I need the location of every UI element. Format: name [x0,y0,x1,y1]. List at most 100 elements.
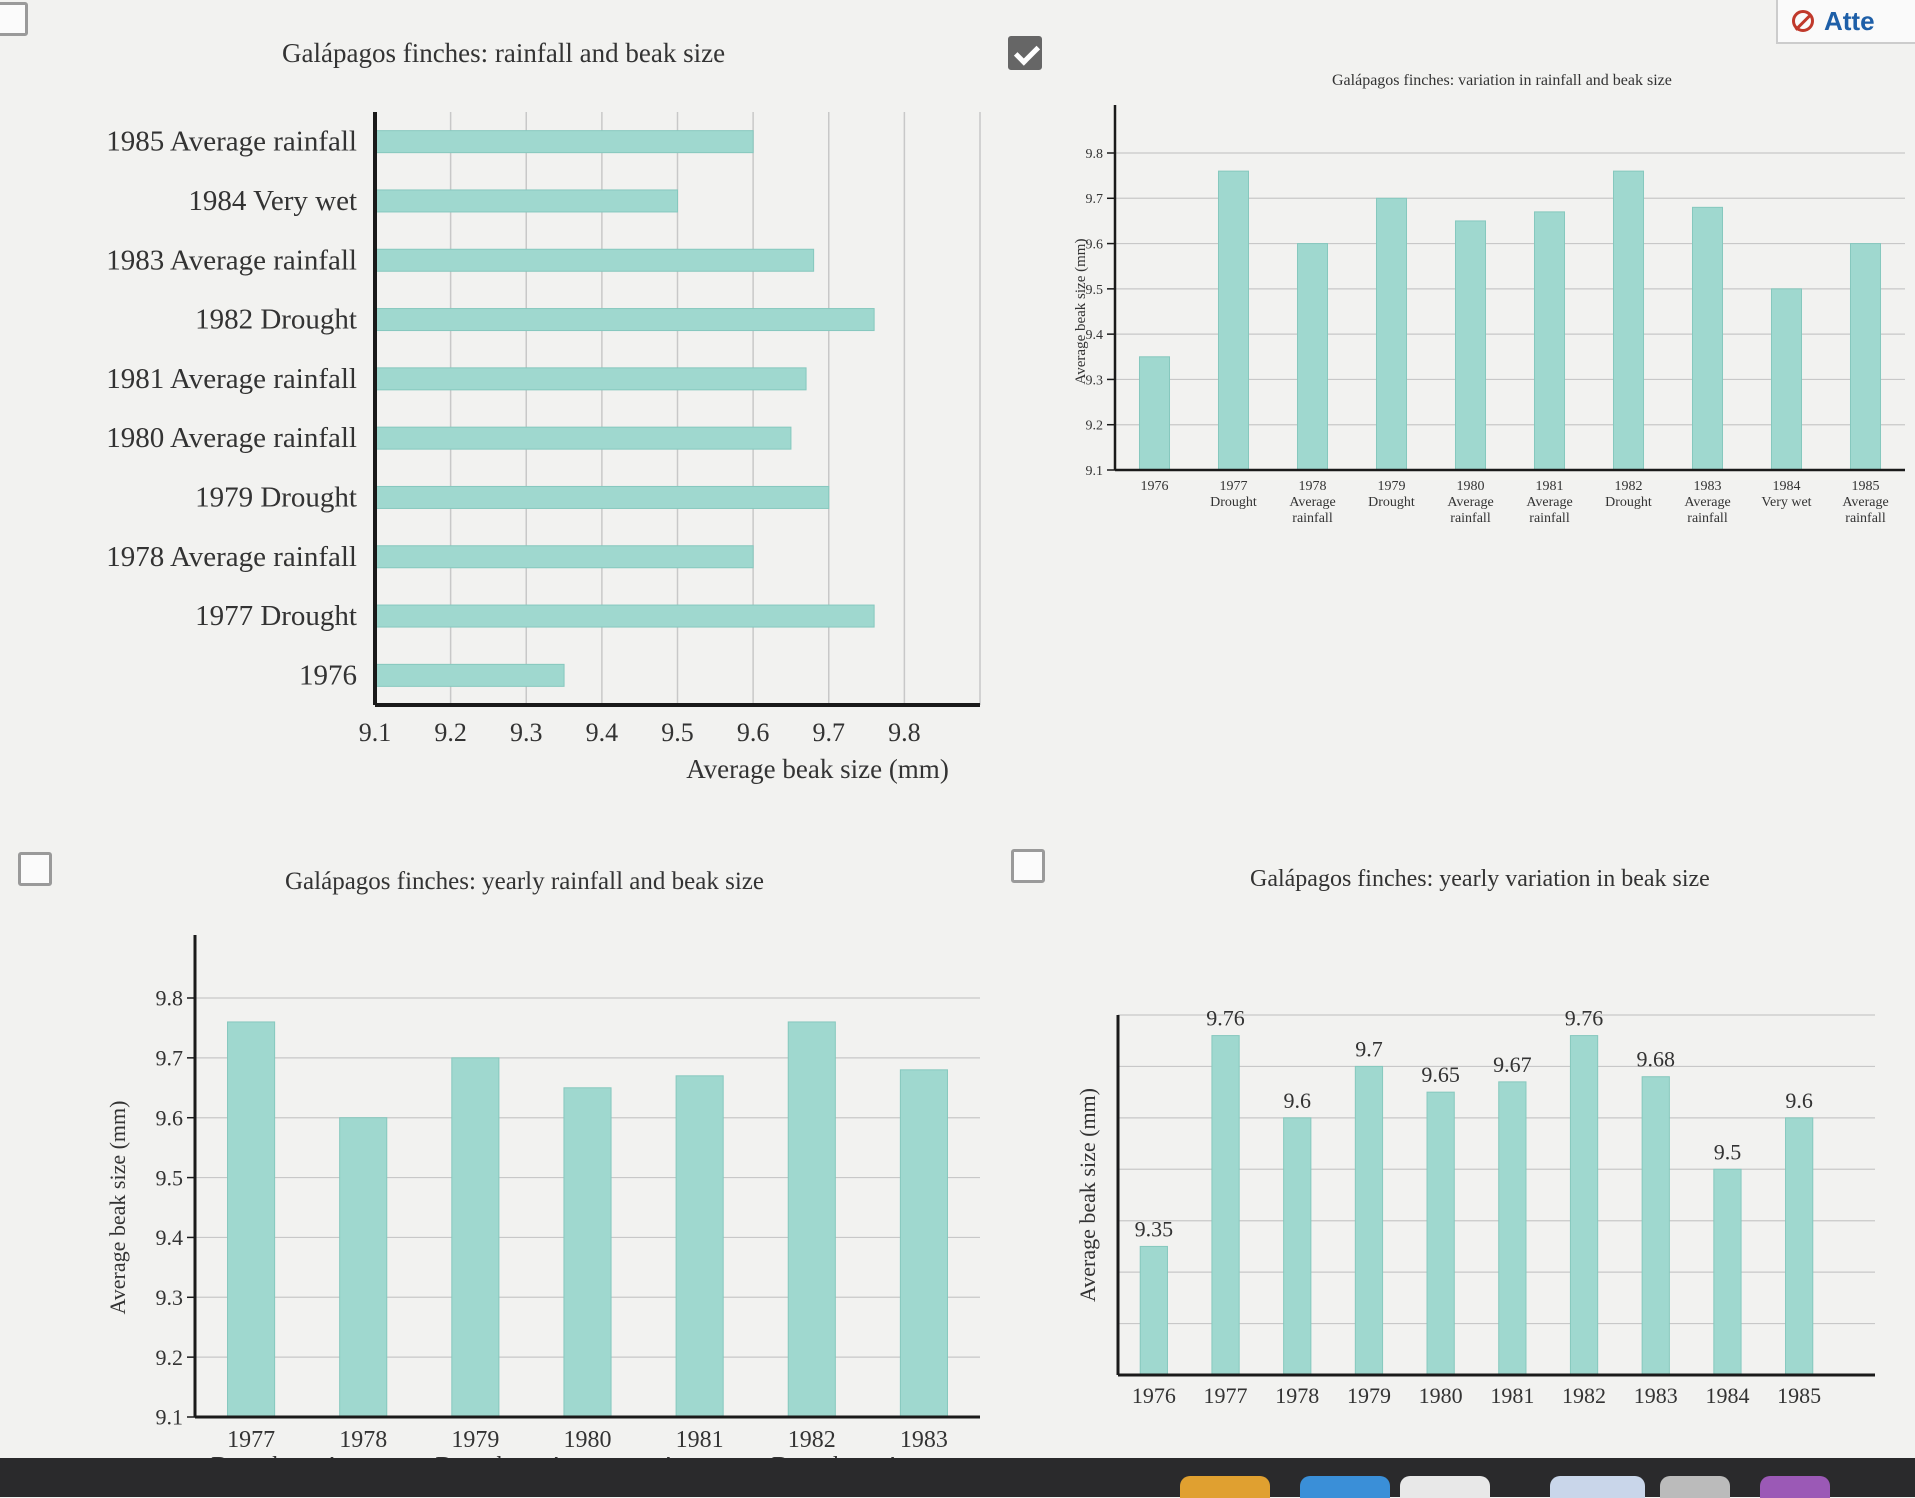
bar [374,248,815,272]
data-label: 9.35 [1135,1216,1174,1241]
y-tick-label: 9.7 [156,1046,184,1071]
bar [1691,206,1724,471]
data-label: 9.7 [1355,1036,1383,1061]
x-category-label: rainfall [1845,511,1886,526]
bar [1283,1117,1312,1376]
bar [374,130,754,154]
x-category-label: 1979 [451,1427,499,1453]
option-checkbox-top[interactable] [0,2,28,36]
chart3-bar: 9.19.29.39.49.59.69.79.81977Drought1978A… [105,935,980,1479]
x-category-label: 1983 [1634,1383,1678,1408]
y-tick-label: 9.2 [1086,419,1104,434]
x-category-label: Drought [1605,495,1652,510]
y-tick-label: 9.8 [1086,147,1104,162]
y-tick-label: 9.6 [156,1105,184,1130]
x-tick-label: 9.4 [586,718,619,747]
bar [1296,243,1329,471]
y-category-label: 1981 Average rainfall [106,363,357,395]
x-category-label: Average [1526,495,1572,510]
no-entry-icon [1792,10,1814,32]
chart3-title: Galápagos finches: yearly rainfall and b… [285,868,764,895]
y-tick-label: 9.2 [156,1345,184,1370]
x-category-label: 1980 [1419,1383,1463,1408]
bar [374,189,678,213]
y-tick-label: 9.8 [156,986,184,1011]
attempt-label: Atte [1824,5,1875,36]
option-checkbox-2[interactable] [1008,36,1042,70]
dock-app-5[interactable] [1660,1476,1730,1498]
x-category-label: 1984 [1773,479,1801,494]
x-category-label: 1980 [564,1427,612,1453]
bar [374,367,807,391]
bar [787,1021,836,1418]
x-category-label: 1978 [339,1427,387,1453]
bar [1211,1035,1240,1376]
y-tick-label: 9.1 [1086,464,1104,479]
y-category-label: 1983 Average rainfall [106,244,357,276]
y-axis-title: Average beak size (mm) [105,1101,130,1315]
bar [1426,1091,1455,1376]
dock-app-6[interactable] [1760,1476,1830,1498]
data-label: 9.76 [1206,1006,1245,1031]
y-tick-label: 9.1 [156,1405,184,1430]
x-tick-label: 9.2 [434,718,467,747]
dock-app-4[interactable] [1550,1476,1645,1498]
y-tick-label: 9.4 [156,1225,184,1250]
dock-app-1[interactable] [1180,1476,1270,1498]
x-category-label: 1985 [1777,1383,1821,1408]
dock-app-3[interactable] [1400,1476,1490,1498]
attempt-badge: Atte [1776,0,1915,44]
x-category-label: 1979 [1378,479,1406,494]
data-label: 9.65 [1421,1062,1460,1087]
bar [227,1021,276,1418]
x-category-label: rainfall [1292,511,1333,526]
data-label: 9.5 [1714,1139,1742,1164]
x-category-label: rainfall [1687,511,1728,526]
x-category-label: rainfall [1529,511,1570,526]
x-category-label: 1983 [900,1427,948,1453]
y-category-label: 1980 Average rainfall [106,422,357,454]
x-category-label: Average [1447,495,1493,510]
y-tick-label: 9.3 [1086,373,1104,388]
x-category-label: 1981 [1536,479,1564,494]
x-category-label: 1977 [1204,1383,1248,1408]
x-category-label: Drought [1368,495,1415,510]
x-category-label: 1977 [1220,479,1248,494]
y-axis-title: Average beak size (mm) [1073,239,1089,385]
x-category-label: 1978 [1275,1383,1319,1408]
y-tick-label: 9.6 [1086,237,1104,252]
y-category-label: 1982 Drought [195,304,357,336]
dock-app-2[interactable] [1300,1476,1390,1498]
option-checkbox-4[interactable] [1011,849,1045,883]
bar [563,1087,612,1418]
bar [374,426,792,450]
x-category-label: 1983 [1694,479,1722,494]
x-category-label: 1981 [1490,1383,1534,1408]
y-category-label: 1977 Drought [195,600,357,632]
x-tick-label: 9.7 [813,718,846,747]
x-category-label: 1981 [676,1427,724,1453]
bar [1138,356,1171,471]
y-tick-label: 9.5 [1086,283,1104,298]
x-category-label: 1985 [1852,479,1880,494]
x-category-label: 1982 [788,1427,836,1453]
data-label: 9.68 [1637,1047,1676,1072]
bar [1533,211,1566,471]
bar [1770,288,1803,471]
y-tick-label: 9.3 [156,1285,184,1310]
bar [374,485,830,509]
data-label: 9.6 [1785,1088,1813,1113]
x-category-label: 1977 [227,1427,275,1453]
y-category-label: 1984 Very wet [188,185,357,217]
bar [899,1069,948,1418]
x-tick-label: 9.6 [737,718,770,747]
option-checkbox-3[interactable] [18,852,52,886]
bar [1569,1035,1599,1376]
x-tick-label: 9.3 [510,718,543,747]
y-tick-label: 9.7 [1086,192,1104,207]
x-category-label: 1984 [1705,1383,1749,1408]
y-category-label: 1978 Average rainfall [106,541,357,573]
x-category-label: Average [1684,495,1730,510]
x-category-label: 1980 [1457,479,1485,494]
